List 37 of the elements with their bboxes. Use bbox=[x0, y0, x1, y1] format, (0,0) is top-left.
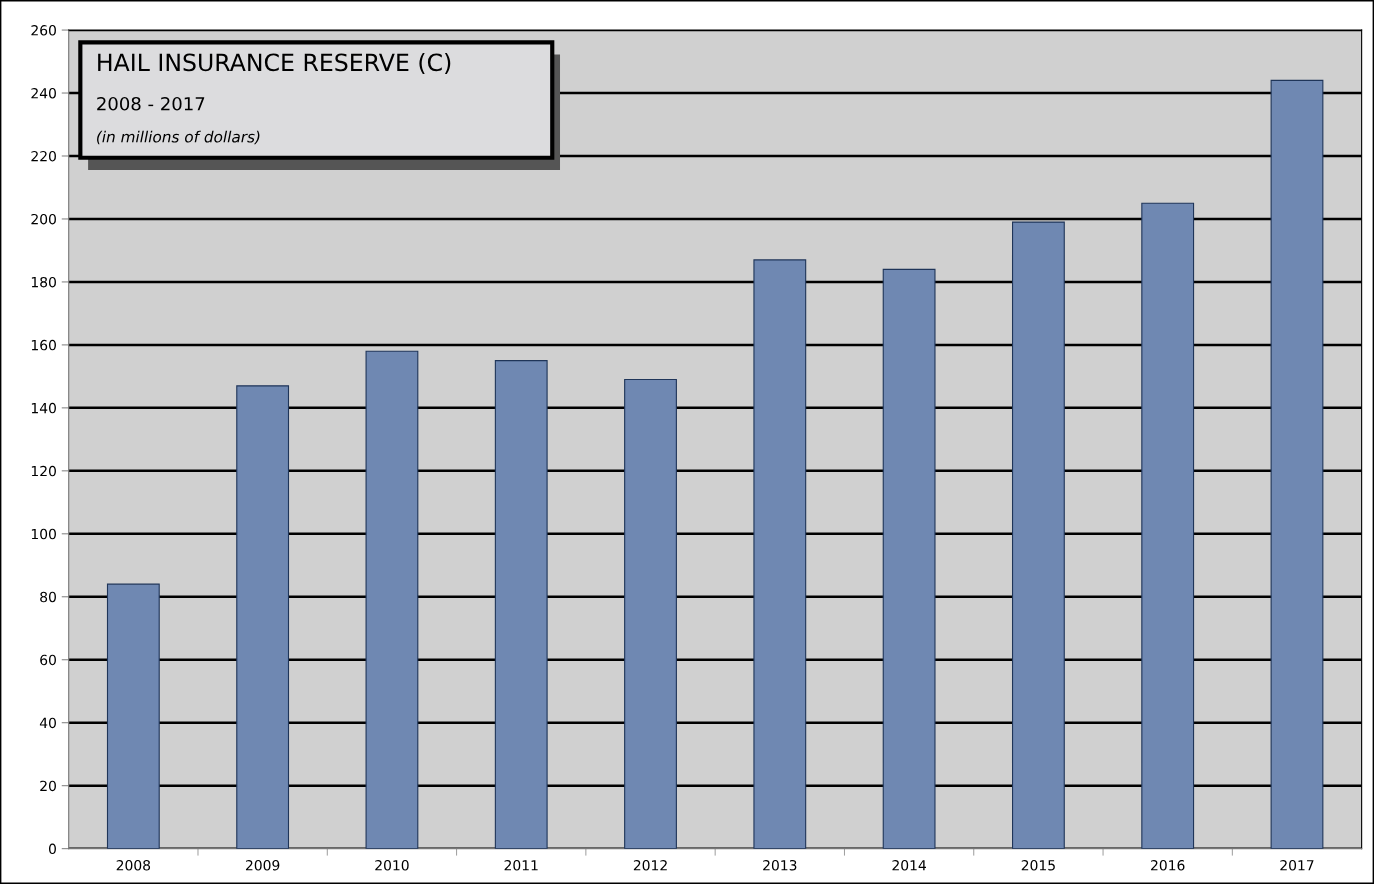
bar bbox=[106, 583, 160, 849]
y-tick-label: 240 bbox=[31, 87, 56, 99]
x-tick-label: 2016 bbox=[1151, 860, 1185, 871]
x-tick-label: 2015 bbox=[1021, 860, 1055, 871]
x-tick-label: 2008 bbox=[116, 860, 151, 871]
y-tick-label: 220 bbox=[31, 150, 56, 162]
y-tick-label: 100 bbox=[31, 528, 56, 540]
x-tick-label: 2013 bbox=[763, 860, 797, 871]
annotation: (in millions of dollars) bbox=[97, 130, 260, 145]
bar bbox=[882, 268, 936, 849]
bar bbox=[753, 259, 807, 849]
y-tick-label: 80 bbox=[40, 591, 56, 603]
x-tick-label: 2009 bbox=[245, 860, 280, 871]
y-tick-label: 120 bbox=[31, 465, 56, 477]
y-tick-label: 140 bbox=[31, 402, 56, 414]
y-tick-label: 40 bbox=[39, 717, 56, 729]
y-tick-label: 160 bbox=[31, 339, 56, 351]
x-tick-label: 2010 bbox=[375, 860, 409, 871]
x-tick-label: 2011 bbox=[504, 860, 538, 871]
bar bbox=[236, 385, 290, 849]
y-tick-label: 180 bbox=[31, 276, 56, 288]
y-tick-label: 200 bbox=[31, 213, 56, 225]
y-tick-label: 60 bbox=[40, 654, 56, 666]
text: HAIL INSURANCE RESERVE (C) bbox=[98, 53, 451, 75]
x-tick-label: 2017 bbox=[1280, 860, 1314, 871]
y-tick-label: 260 bbox=[31, 25, 56, 36]
bar bbox=[1011, 221, 1065, 849]
y-tick-label: 0 bbox=[48, 843, 56, 855]
bar bbox=[1141, 202, 1195, 849]
bar bbox=[365, 350, 419, 849]
x-tick-label: 2012 bbox=[633, 860, 667, 871]
bar bbox=[1270, 79, 1324, 849]
bar bbox=[494, 360, 548, 849]
x-tick-label: 2014 bbox=[892, 860, 926, 871]
y-tick-label: 20 bbox=[40, 780, 56, 792]
text: 2008 - 2017 bbox=[97, 96, 205, 111]
bar bbox=[624, 378, 677, 849]
